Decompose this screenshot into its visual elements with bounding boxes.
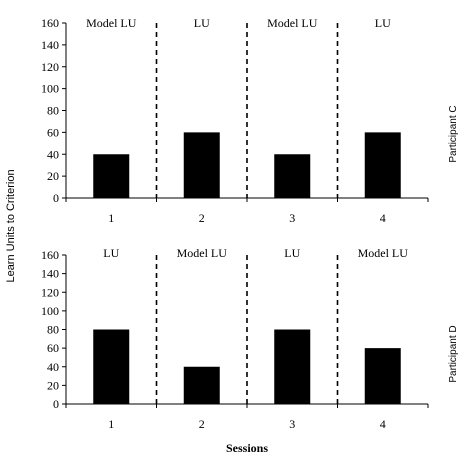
y-tick-label: 80 bbox=[47, 323, 59, 337]
y-tick-label: 60 bbox=[47, 125, 59, 139]
phase-label: Model LU bbox=[86, 16, 137, 30]
x-tick-label: 1 bbox=[108, 211, 114, 225]
panel-1: 0 20 40 60 80 100 120 140 160 1 Model LU 2 LU 3 Model … bbox=[41, 16, 459, 225]
x-tick-label: 2 bbox=[199, 417, 205, 431]
x-tick-label: 2 bbox=[199, 211, 205, 225]
y-tick-label: 120 bbox=[41, 285, 59, 299]
phase-label: LU bbox=[284, 246, 300, 260]
y-tick-label: 120 bbox=[41, 60, 59, 74]
phase-label: LU bbox=[375, 16, 391, 30]
y-tick-label: 0 bbox=[53, 191, 59, 205]
x-tick-label: 4 bbox=[380, 417, 386, 431]
y-tick-label: 0 bbox=[53, 397, 59, 411]
bar bbox=[364, 348, 401, 404]
y-tick-label: 100 bbox=[41, 82, 59, 96]
panel-2: 0 20 40 60 80 100 120 140 160 1 LU 2 Model LU 3 LU 4 Mod… bbox=[41, 246, 459, 431]
y-tick-label: 160 bbox=[41, 16, 59, 30]
bar bbox=[364, 132, 401, 198]
participant-label: Participant D bbox=[448, 325, 459, 382]
y-tick-label: 20 bbox=[47, 378, 59, 392]
y-tick-label: 40 bbox=[47, 360, 59, 374]
phase-label: LU bbox=[103, 246, 119, 260]
phase-label: Model LU bbox=[267, 16, 318, 30]
bar bbox=[183, 366, 220, 404]
bar bbox=[93, 329, 130, 404]
bar bbox=[183, 132, 220, 198]
phase-label: LU bbox=[194, 16, 210, 30]
y-tick-label: 100 bbox=[41, 304, 59, 318]
bar bbox=[93, 154, 130, 198]
y-axis-label: Learn Units to Criterion bbox=[5, 169, 17, 282]
y-tick-label: 40 bbox=[47, 147, 59, 161]
y-tick-label: 80 bbox=[47, 104, 59, 118]
x-tick-label: 3 bbox=[289, 211, 295, 225]
phase-label: Model LU bbox=[177, 246, 228, 260]
x-axis-label: Sessions bbox=[226, 441, 268, 455]
bar bbox=[274, 154, 311, 198]
y-tick-label: 160 bbox=[41, 248, 59, 262]
y-tick-label: 20 bbox=[47, 169, 59, 183]
bar bbox=[274, 329, 311, 404]
x-tick-label: 4 bbox=[380, 211, 386, 225]
x-tick-label: 1 bbox=[108, 417, 114, 431]
x-tick-label: 3 bbox=[289, 417, 295, 431]
participant-label: Participant C bbox=[448, 105, 459, 162]
y-tick-label: 140 bbox=[41, 38, 59, 52]
phase-label: Model LU bbox=[358, 246, 409, 260]
y-tick-label: 60 bbox=[47, 341, 59, 355]
y-tick-label: 140 bbox=[41, 267, 59, 281]
